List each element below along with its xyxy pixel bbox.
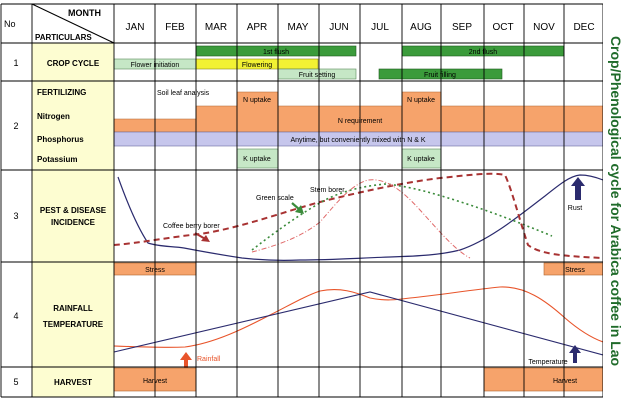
coffee-berry-borer-curve xyxy=(113,172,603,259)
coffee-berry-borer-arrowhead xyxy=(201,235,210,242)
harvest-label-2: Harvest xyxy=(553,378,577,385)
n-requirement-area xyxy=(113,91,603,133)
temperature-curve xyxy=(113,291,603,356)
month-oct: OCT xyxy=(492,22,513,33)
month-nov: NOV xyxy=(533,22,555,33)
sublabel-nitrogen: Nitrogen xyxy=(37,112,70,121)
first-flush-label: 1st flush xyxy=(263,49,289,56)
stress-bar-2 xyxy=(543,262,603,276)
rainfall-curve xyxy=(113,286,603,348)
month-may: MAY xyxy=(288,22,309,33)
row-label-harvest: HARVEST xyxy=(54,378,92,387)
n-uptake-1: N uptake xyxy=(243,97,271,104)
rust-curve xyxy=(117,174,603,261)
temperature-label: Temperature xyxy=(528,359,567,366)
chart-title-text: Crop/Phenological cycle for Arabica coff… xyxy=(608,35,625,367)
header-particulars: PARTICULARS xyxy=(35,33,92,42)
harvest-bar-2 xyxy=(483,367,603,392)
rainfall-label: Rainfall xyxy=(197,356,221,363)
month-feb: FEB xyxy=(165,22,185,33)
month-jan: JAN xyxy=(126,22,145,33)
green-scale-arrowhead xyxy=(295,205,304,214)
row-no-1: 1 xyxy=(13,58,18,68)
stem-borer-curve xyxy=(251,179,471,259)
month-sep: SEP xyxy=(452,22,472,33)
chart-title: Crop/Phenological cycle for Arabica coff… xyxy=(603,0,630,402)
row-label-fertilizing: FERTILIZING xyxy=(37,88,86,97)
header-diagonal xyxy=(31,3,115,44)
row-label-crop-cycle: CROP CYCLE xyxy=(47,59,100,68)
row-label-pest-2: INCIDENCE xyxy=(51,218,96,227)
coffee-berry-borer-label: Coffee berry borer xyxy=(163,223,220,230)
month-mar: MAR xyxy=(205,22,227,33)
sublabel-phosphorus: Phosphorus xyxy=(37,135,84,144)
second-flush-label: 2nd flush xyxy=(469,49,498,56)
header-no: No xyxy=(4,19,16,29)
green-scale-curve xyxy=(251,183,553,251)
stem-borer-label: Stem borer xyxy=(310,187,345,194)
row-no-5: 5 xyxy=(13,377,18,387)
row-label-temperature: TEMPERATURE xyxy=(43,320,104,329)
fruit-setting-label: Fruit setting xyxy=(299,72,336,79)
month-jun: JUN xyxy=(329,22,348,33)
month-apr: APR xyxy=(247,22,268,33)
header-month: MONTH xyxy=(68,8,101,18)
row-label-rainfall: RAINFALL xyxy=(53,304,93,313)
green-scale-label: Green scale xyxy=(256,195,294,202)
row-no-2: 2 xyxy=(13,121,18,131)
rust-label: Rust xyxy=(568,205,582,212)
label-column-bg xyxy=(32,43,114,397)
grid-lines xyxy=(0,3,603,398)
month-aug: AUG xyxy=(410,22,432,33)
n-uptake-2: N uptake xyxy=(407,97,435,104)
k-uptake-1: K uptake xyxy=(243,156,271,163)
phosphorus-note: Anytime, but conveniently mixed with N &… xyxy=(290,137,425,144)
rainfall-arrow xyxy=(180,352,192,370)
month-jul: JUL xyxy=(371,22,389,33)
fruit-filling-bar xyxy=(378,68,503,80)
flowering-label: Flowering xyxy=(242,62,272,69)
temperature-arrow xyxy=(569,345,581,363)
row-label-pest-1: PEST & DISEASE xyxy=(40,206,107,215)
phenology-chart: No MONTH PARTICULARS JAN FEB MAR APR MAY… xyxy=(0,3,603,398)
sublabel-potassium: Potassium xyxy=(37,155,77,164)
stress-label-2: Stress xyxy=(565,267,585,274)
row-no-3: 3 xyxy=(13,211,18,221)
row-no-4: 4 xyxy=(13,311,18,321)
month-dec: DEC xyxy=(573,22,594,33)
rust-arrow xyxy=(571,177,585,200)
fruit-filling-label: Fruit filling xyxy=(424,72,456,79)
soil-leaf-analysis: Soil leaf analysis xyxy=(157,90,210,97)
k-uptake-2: K uptake xyxy=(407,156,435,163)
